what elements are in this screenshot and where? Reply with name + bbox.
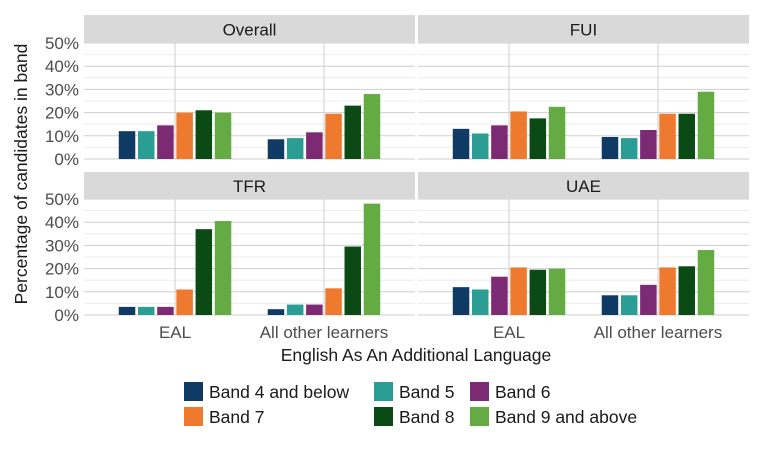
- y-axis-title: Percentage of candidates in band: [11, 44, 31, 305]
- facet-strip: [418, 15, 749, 43]
- bar: [620, 295, 638, 315]
- legend-label: Band 9 and above: [495, 407, 637, 427]
- y-tick-label: 10%: [45, 283, 79, 302]
- bar: [640, 130, 657, 159]
- legend-swatch: [470, 407, 489, 426]
- facet-title: FUI: [570, 21, 597, 40]
- bar: [620, 138, 638, 159]
- bar: [344, 246, 362, 315]
- bar: [640, 284, 657, 315]
- legend-label: Band 4 and below: [209, 382, 349, 402]
- bar: [548, 268, 566, 315]
- bar: [118, 306, 136, 315]
- y-tick-label: 0%: [54, 306, 79, 325]
- y-tick-label: 30%: [45, 236, 79, 255]
- bar: [363, 203, 381, 315]
- bar: [176, 289, 193, 315]
- bar: [267, 139, 285, 159]
- bar: [306, 132, 323, 159]
- bar: [363, 94, 381, 159]
- facet-title: UAE: [566, 177, 601, 196]
- bar: [452, 128, 470, 159]
- legend-label: Band 5: [399, 382, 454, 402]
- bar: [137, 131, 155, 159]
- bar: [697, 91, 715, 159]
- y-tick-label: 0%: [54, 150, 79, 169]
- bar: [286, 138, 304, 159]
- bar: [471, 289, 489, 315]
- bar: [306, 304, 323, 315]
- bar: [267, 309, 285, 315]
- x-tick-label: All other learners: [260, 323, 389, 342]
- bar: [491, 125, 508, 159]
- y-tick-label: 10%: [45, 127, 79, 146]
- bar: [510, 267, 527, 315]
- legend-swatch: [184, 382, 203, 401]
- y-tick-label: 40%: [45, 57, 79, 76]
- y-tick-label: 20%: [45, 260, 79, 279]
- bar: [678, 113, 696, 159]
- legend-swatch: [374, 407, 393, 426]
- bar: [118, 131, 136, 159]
- bar: [510, 111, 527, 159]
- bar: [697, 250, 715, 315]
- y-tick-label: 40%: [45, 213, 79, 232]
- facet-strip: [418, 172, 749, 199]
- y-tick-label: 20%: [45, 104, 79, 123]
- x-tick-label: EAL: [159, 323, 191, 342]
- bar: [195, 229, 213, 315]
- y-tick-label: 50%: [45, 190, 79, 209]
- bar: [601, 136, 619, 159]
- bar: [195, 110, 213, 159]
- bar: [344, 105, 362, 159]
- legend-swatch: [470, 382, 489, 401]
- bar: [529, 118, 547, 159]
- bar: [659, 267, 676, 315]
- x-axis-title: English As An Additional Language: [281, 345, 552, 365]
- bar: [137, 306, 155, 315]
- bar: [529, 269, 547, 315]
- x-tick-label: EAL: [493, 323, 525, 342]
- bar: [157, 125, 174, 159]
- bar: [678, 266, 696, 315]
- bar: [176, 112, 193, 159]
- bar: [548, 106, 566, 159]
- legend-label: Band 7: [209, 407, 264, 427]
- y-tick-label: 30%: [45, 80, 79, 99]
- bar: [491, 276, 508, 315]
- y-tick-label: 50%: [45, 34, 79, 53]
- facet-strip: [84, 15, 415, 43]
- bar: [325, 288, 342, 315]
- legend-swatch: [184, 407, 203, 426]
- legend-swatch: [374, 382, 393, 401]
- bar: [325, 113, 342, 159]
- bar: [659, 113, 676, 159]
- x-tick-label: All other learners: [594, 323, 723, 342]
- legend-label: Band 8: [399, 407, 454, 427]
- facet-title: TFR: [233, 177, 266, 196]
- bar: [471, 133, 489, 159]
- bar: [286, 304, 304, 315]
- bar: [452, 287, 470, 315]
- legend-label: Band 6: [495, 382, 550, 402]
- bar: [214, 112, 232, 159]
- bar: [601, 295, 619, 315]
- facet-strip: [84, 172, 415, 199]
- bar: [157, 306, 174, 315]
- facet-title: Overall: [223, 21, 277, 40]
- bar: [214, 221, 232, 315]
